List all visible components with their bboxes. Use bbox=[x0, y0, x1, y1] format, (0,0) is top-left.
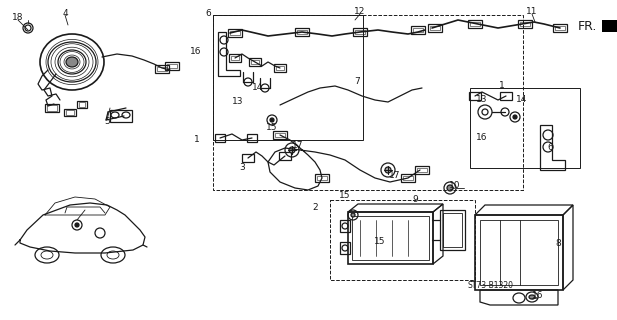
Bar bbox=[213, 15, 363, 140]
Bar bbox=[352, 216, 429, 260]
Bar bbox=[440, 210, 465, 250]
Text: 15: 15 bbox=[339, 191, 350, 201]
Bar bbox=[340, 242, 350, 254]
Bar bbox=[229, 54, 241, 62]
Text: FR.: FR. bbox=[578, 20, 597, 33]
Bar bbox=[157, 67, 167, 71]
Text: 17: 17 bbox=[292, 140, 304, 149]
Text: 10: 10 bbox=[449, 181, 461, 190]
Bar bbox=[45, 104, 59, 112]
Bar bbox=[470, 22, 480, 26]
Text: 1: 1 bbox=[194, 135, 200, 145]
Bar bbox=[79, 102, 85, 107]
Bar bbox=[249, 58, 261, 66]
Bar bbox=[468, 20, 482, 28]
Bar bbox=[555, 26, 565, 30]
Ellipse shape bbox=[513, 115, 517, 119]
FancyArrow shape bbox=[602, 18, 617, 34]
Bar bbox=[500, 92, 512, 100]
Bar bbox=[480, 220, 558, 285]
Bar bbox=[443, 213, 462, 247]
Bar bbox=[470, 88, 580, 168]
Text: 8: 8 bbox=[555, 238, 561, 247]
Bar bbox=[415, 166, 429, 174]
Bar bbox=[274, 64, 286, 72]
Text: 17: 17 bbox=[389, 171, 401, 180]
Bar bbox=[553, 24, 567, 32]
Text: 9: 9 bbox=[412, 196, 418, 204]
Text: 14: 14 bbox=[516, 95, 528, 105]
Bar bbox=[242, 154, 254, 162]
Text: 5: 5 bbox=[104, 117, 110, 126]
Ellipse shape bbox=[447, 185, 453, 191]
Bar bbox=[47, 105, 57, 111]
Text: 2: 2 bbox=[312, 204, 318, 212]
Bar bbox=[475, 215, 563, 290]
Bar bbox=[430, 26, 440, 30]
Bar bbox=[77, 101, 87, 108]
Bar bbox=[348, 212, 433, 264]
Bar bbox=[165, 62, 179, 70]
Ellipse shape bbox=[270, 118, 274, 122]
Text: 15: 15 bbox=[375, 237, 386, 246]
Bar bbox=[317, 176, 327, 180]
Bar bbox=[411, 26, 425, 34]
Text: 15: 15 bbox=[267, 124, 278, 132]
Ellipse shape bbox=[351, 213, 355, 217]
Bar bbox=[215, 134, 225, 142]
Text: 11: 11 bbox=[526, 7, 538, 17]
Bar bbox=[401, 174, 415, 182]
Bar bbox=[66, 110, 74, 115]
Text: 6: 6 bbox=[547, 143, 553, 153]
Text: 1: 1 bbox=[499, 81, 505, 90]
Bar bbox=[330, 200, 475, 280]
Ellipse shape bbox=[66, 57, 78, 67]
Text: 4: 4 bbox=[62, 9, 68, 18]
Text: 16: 16 bbox=[190, 47, 202, 57]
Bar bbox=[275, 133, 285, 137]
Bar bbox=[297, 30, 307, 34]
Bar bbox=[64, 109, 76, 116]
Ellipse shape bbox=[289, 147, 295, 153]
Text: ST73-B1320: ST73-B1320 bbox=[467, 281, 513, 290]
Bar bbox=[155, 65, 169, 73]
Text: 16: 16 bbox=[476, 133, 488, 142]
Bar bbox=[518, 20, 532, 28]
Bar bbox=[110, 110, 132, 122]
Text: 12: 12 bbox=[354, 7, 366, 17]
Text: 13: 13 bbox=[476, 95, 488, 105]
Bar bbox=[228, 29, 242, 37]
Text: 18: 18 bbox=[12, 13, 23, 22]
Text: 13: 13 bbox=[232, 98, 244, 107]
Ellipse shape bbox=[75, 223, 79, 227]
Bar bbox=[315, 174, 329, 182]
Text: 3: 3 bbox=[239, 164, 245, 172]
Text: 7: 7 bbox=[354, 77, 360, 86]
Bar bbox=[428, 24, 442, 32]
Bar bbox=[340, 220, 350, 232]
Bar bbox=[295, 28, 309, 36]
Bar bbox=[251, 60, 259, 64]
Bar bbox=[469, 92, 481, 100]
Ellipse shape bbox=[529, 295, 535, 299]
Bar bbox=[213, 15, 523, 190]
Bar bbox=[355, 30, 365, 34]
Bar bbox=[403, 176, 413, 180]
Text: 14: 14 bbox=[252, 84, 263, 92]
Bar bbox=[279, 152, 291, 160]
Text: 6: 6 bbox=[205, 9, 211, 18]
Bar bbox=[167, 64, 177, 68]
Bar bbox=[417, 168, 427, 172]
Text: 16: 16 bbox=[532, 292, 544, 300]
Bar bbox=[276, 66, 284, 70]
Bar bbox=[273, 131, 287, 139]
Bar bbox=[520, 22, 530, 26]
Ellipse shape bbox=[385, 167, 391, 173]
Bar bbox=[230, 31, 240, 35]
Bar bbox=[231, 56, 239, 60]
Bar bbox=[353, 28, 367, 36]
Bar bbox=[413, 28, 423, 32]
Bar bbox=[247, 134, 257, 142]
